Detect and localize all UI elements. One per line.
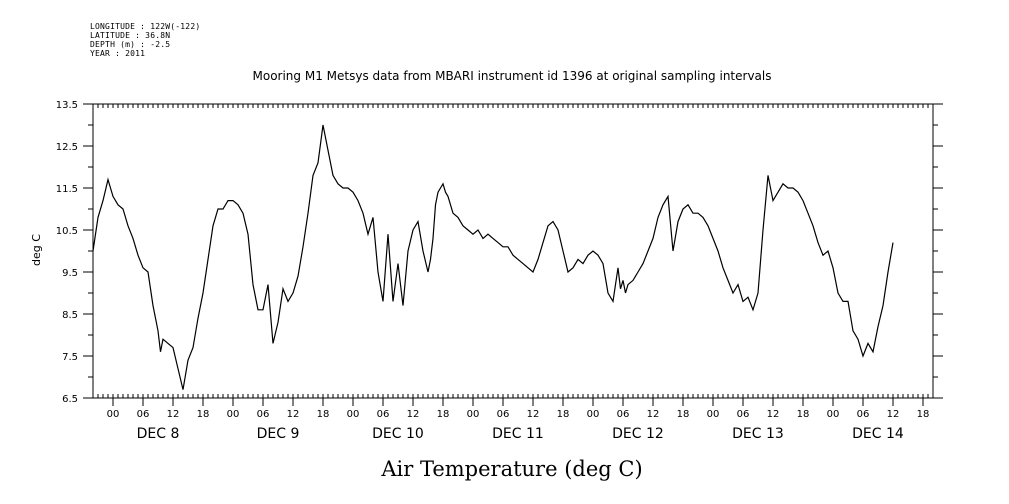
year-text: YEAR : 2011 — [90, 49, 146, 58]
plot-frame — [92, 103, 934, 399]
x-axis-label: Air Temperature (deg C) — [380, 457, 642, 481]
x-tick-label: 00 — [467, 409, 480, 420]
axes: 00 06 12 18 00 06 12 18 00 06 12 18 00 06 12 18 00 06 12 18… — [56, 100, 943, 442]
x-tick-label: 18 — [557, 409, 570, 420]
chart-title: Mooring M1 Metsys data from MBARI instru… — [253, 69, 772, 83]
x-tick-label: 12 — [407, 409, 420, 420]
y-axis-label: deg C — [30, 234, 43, 266]
y-tick-label: 11.5 — [56, 184, 78, 195]
x-tick-label: 00 — [347, 409, 360, 420]
x-tick-label: 00 — [227, 409, 240, 420]
x-tick-label: 12 — [287, 409, 300, 420]
longitude-text: LONGITUDE : 122W(-122) — [90, 22, 201, 31]
x-day-label: DEC 14 — [852, 426, 904, 442]
x-tick-label: 18 — [197, 409, 210, 420]
x-day-label: DEC 8 — [137, 426, 180, 442]
x-tick-label: 06 — [257, 409, 270, 420]
metadata-block: LONGITUDE : 122W(-122) LATITUDE : 36.8N … — [90, 22, 200, 58]
x-tick-label: 06 — [857, 409, 870, 420]
x-tick-label: 00 — [107, 409, 120, 420]
x-tick-label: 12 — [767, 409, 780, 420]
y-tick-label: 8.5 — [62, 310, 78, 321]
y-tick-label: 9.5 — [62, 268, 78, 279]
x-day-label: DEC 12 — [612, 426, 664, 442]
x-tick-label: 18 — [317, 409, 330, 420]
x-tick-label: 18 — [437, 409, 450, 420]
x-day-label: DEC 10 — [372, 426, 424, 442]
x-tick-label: 06 — [737, 409, 750, 420]
y-tick-label: 12.5 — [56, 142, 78, 153]
x-tick-label: 12 — [527, 409, 540, 420]
x-tick-label: 06 — [617, 409, 630, 420]
series-line-air-temperature — [92, 124, 894, 390]
depth-text: DEPTH (m) : -2.5 — [90, 40, 171, 49]
y-tick-label: 6.5 — [62, 394, 78, 405]
y-tick-label: 13.5 — [56, 100, 78, 111]
x-day-label: DEC 13 — [732, 426, 784, 442]
y-tick-label: 10.5 — [56, 226, 78, 237]
x-tick-label: 18 — [917, 409, 930, 420]
latitude-text: LATITUDE : 36.8N — [90, 31, 171, 40]
x-tick-label: 06 — [497, 409, 510, 420]
x-tick-label: 18 — [797, 409, 810, 420]
x-tick-label: 00 — [587, 409, 600, 420]
x-day-label: DEC 9 — [257, 426, 300, 442]
x-tick-label: 12 — [647, 409, 660, 420]
x-day-label: DEC 11 — [492, 426, 544, 442]
x-tick-label: 00 — [707, 409, 720, 420]
x-tick-label: 00 — [827, 409, 840, 420]
x-tick-label: 12 — [167, 409, 180, 420]
x-tick-label: 12 — [887, 409, 900, 420]
x-tick-label: 18 — [677, 409, 690, 420]
x-tick-label: 06 — [137, 409, 150, 420]
y-tick-label: 7.5 — [62, 352, 78, 363]
x-tick-label: 06 — [377, 409, 390, 420]
